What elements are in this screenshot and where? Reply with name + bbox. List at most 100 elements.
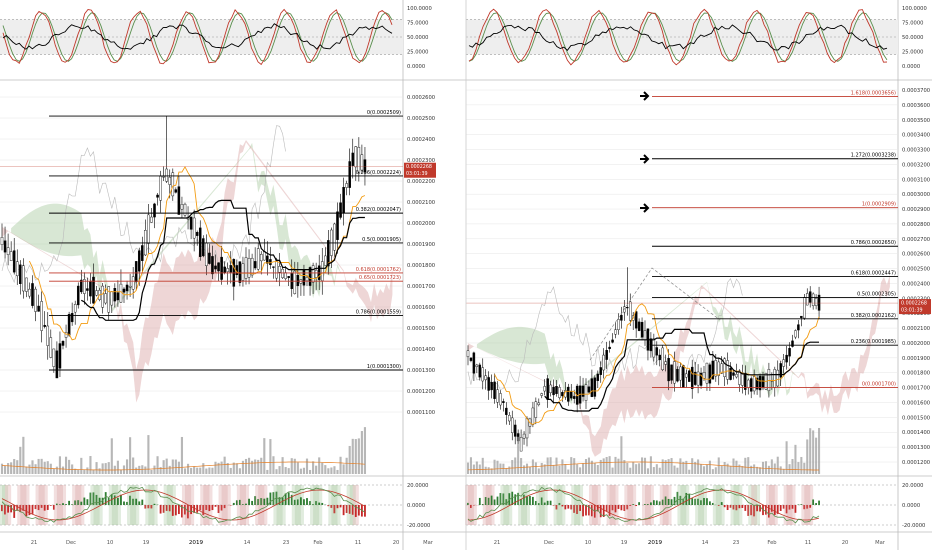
macd-histogram-bar [544,503,546,505]
volume-bar [671,458,673,474]
macd-histogram-bar [266,498,268,505]
candle-body [673,361,675,383]
time-axis-label: Dec [544,540,554,546]
macd-histogram-bar [780,505,782,511]
time-axis-label: Mar [875,540,886,546]
candle-body [511,418,513,433]
candle-body [239,262,241,283]
candle-body [706,363,708,383]
volume-bar [750,466,752,474]
volume-bar [34,464,36,474]
volume-bar [169,466,171,474]
volume-bar [656,464,658,474]
volume-bar [582,463,584,474]
candle-body [635,312,637,329]
volume-bar [309,470,311,474]
time-axis-label: 2019 [189,540,204,546]
volume-bar [361,431,363,474]
volume-bar [117,461,119,474]
right-chart-panel[interactable]: 100.000075.000050.000025.00000.00000.000… [465,0,932,550]
price-axis-label: 0.0001600 [407,305,435,311]
candle-body [160,176,162,200]
candle-body [496,390,498,403]
candle-body [505,408,507,415]
volume-bar [476,461,478,474]
candle-body [80,280,82,292]
macd-histogram-bar [175,505,177,515]
candle-body [68,314,70,335]
volume-bar [7,463,9,474]
volume-bar [576,464,578,474]
candle-body [7,248,9,255]
volume-bar [673,466,675,474]
volume-bar [300,469,302,474]
volume-bar [236,463,238,474]
volume-bar [517,437,519,474]
volume-bar [83,470,85,474]
candle-body [339,203,341,218]
candle-body [567,387,569,401]
stoch-axis-label: 50.0000 [407,35,428,41]
candle-body [741,373,743,386]
candle-body [703,372,705,378]
volume-bar [685,461,687,474]
candle-body [812,294,814,306]
macd-axis-label: 0.0000 [902,503,920,509]
time-axis-label: 20 [393,540,400,546]
candle-body [343,187,345,213]
candle-body [488,377,490,390]
candle-body [120,284,122,302]
volume-bar [612,468,614,474]
volume-bar [349,446,351,474]
candle-body [346,183,348,187]
candle-body [561,392,563,396]
candle-body [553,387,555,395]
stoch-axis-label: 100.0000 [902,6,927,12]
left-chart-panel[interactable]: 100.000075.000050.000025.00000.00000.000… [0,0,473,550]
fib-level-label: 0.382(0.0002162) [851,313,896,319]
candle-body [629,302,631,320]
candle-body [266,256,268,264]
candle-body [620,315,622,320]
macd-histogram-bar [703,498,705,505]
fib-level-label: 0(0.0001700) [862,382,896,388]
volume-bar [355,439,357,474]
candle-body [685,374,687,377]
macd-histogram-bar [83,498,85,505]
candle-body [638,322,640,331]
candle-body [306,277,308,281]
volume-bar [65,457,67,474]
price-axis-label: 0.0002600 [902,252,930,258]
macd-histogram-bar [364,505,366,517]
volume-bar [327,468,329,474]
candle-body [747,380,749,388]
macd-histogram-bar [526,497,528,505]
volume-bar [95,462,97,474]
macd-histogram-bar [25,505,27,516]
candle-body [190,217,192,229]
candle-body [19,265,21,284]
candle-body [156,195,158,197]
volume-bar [718,457,720,474]
volume-bar [715,467,717,474]
volume-bar [166,459,168,474]
macd-histogram-bar [653,500,655,505]
candle-body [791,341,793,347]
candle-body [650,339,652,351]
macd-histogram-bar [172,505,174,516]
candle-body [208,253,210,264]
macd-histogram-bar [62,503,64,505]
candle-body [205,243,207,266]
time-axis-label: Feb [767,540,777,546]
time-axis-label: 14 [702,540,709,546]
volume-bar [59,456,61,474]
candle-body [193,218,195,238]
volume-bar [257,460,259,474]
price-axis-label: 0.0003300 [902,148,930,154]
macd-histogram-bar [706,498,708,505]
time-axis-label: 21 [494,540,501,546]
macd-histogram-bar [29,505,31,515]
volume-bar [41,459,43,474]
volume-bar [68,460,70,474]
